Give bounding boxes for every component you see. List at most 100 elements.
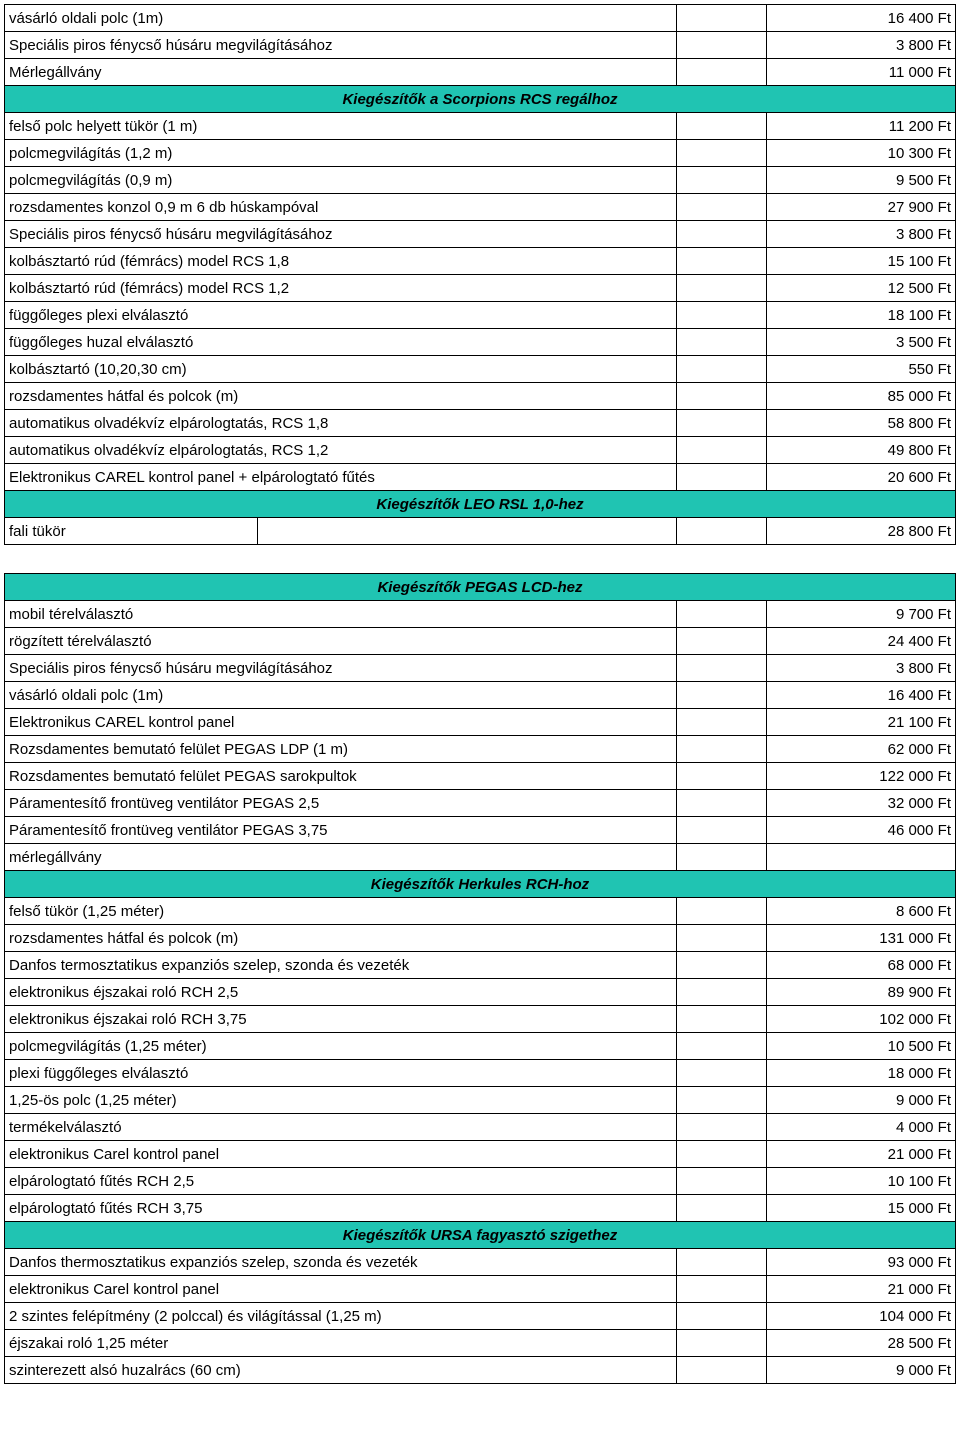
item-empty xyxy=(257,518,676,545)
item-mid xyxy=(677,1033,767,1060)
item-mid xyxy=(677,1087,767,1114)
table-row: Rozsdamentes bemutató felület PEGAS saro… xyxy=(5,763,956,790)
table-row: Rozsdamentes bemutató felület PEGAS LDP … xyxy=(5,736,956,763)
item-mid xyxy=(677,709,767,736)
item-label: Speciális piros fénycső húsáru megvilágí… xyxy=(5,655,677,682)
item-label: Speciális piros fénycső húsáru megvilágí… xyxy=(5,32,677,59)
section-header-row: Kiegészítők LEO RSL 1,0-hez xyxy=(5,491,956,518)
item-mid xyxy=(677,113,767,140)
item-mid xyxy=(677,194,767,221)
item-mid xyxy=(677,5,767,32)
item-price: 21 100 Ft xyxy=(767,709,956,736)
item-mid xyxy=(677,140,767,167)
item-price: 4 000 Ft xyxy=(767,1114,956,1141)
section-header: Kiegészítők URSA fagyasztó szigethez xyxy=(5,1222,956,1249)
table-row: polcmegvilágítás (1,25 méter)10 500 Ft xyxy=(5,1033,956,1060)
item-mid xyxy=(677,32,767,59)
item-price: 85 000 Ft xyxy=(767,383,956,410)
item-label: 2 szintes felépítmény (2 polccal) és vil… xyxy=(5,1303,677,1330)
item-label: 1,25-ös polc (1,25 méter) xyxy=(5,1087,677,1114)
table-row: Speciális piros fénycső húsáru megvilágí… xyxy=(5,32,956,59)
table-row: kolbásztartó rúd (fémrács) model RCS 1,8… xyxy=(5,248,956,275)
item-mid xyxy=(677,898,767,925)
item-label: rozsdamentes hátfal és polcok (m) xyxy=(5,383,677,410)
item-mid xyxy=(677,655,767,682)
table-row: Danfos thermosztatikus expanziós szelep,… xyxy=(5,1249,956,1276)
table-row: polcmegvilágítás (1,2 m) 10 300 Ft xyxy=(5,140,956,167)
item-price: 21 000 Ft xyxy=(767,1276,956,1303)
item-price: 16 400 Ft xyxy=(767,5,956,32)
item-label: vásárló oldali polc (1m) xyxy=(5,682,677,709)
item-label: Mérlegállvány xyxy=(5,59,677,86)
table-row: 2 szintes felépítmény (2 polccal) és vil… xyxy=(5,1303,956,1330)
table-row: fali tükör28 800 Ft xyxy=(5,518,956,545)
item-price: 10 500 Ft xyxy=(767,1033,956,1060)
item-price: 18 100 Ft xyxy=(767,302,956,329)
table-row: vásárló oldali polc (1m)16 400 Ft xyxy=(5,5,956,32)
table-row: elektronikus éjszakai roló RCH 3,75 102 0… xyxy=(5,1006,956,1033)
item-mid xyxy=(677,167,767,194)
item-price: 58 800 Ft xyxy=(767,410,956,437)
item-price: 131 000 Ft xyxy=(767,925,956,952)
section-header-row: Kiegészítők URSA fagyasztó szigethez xyxy=(5,1222,956,1249)
item-mid xyxy=(677,1006,767,1033)
item-label: Speciális piros fénycső húsáru megvilágí… xyxy=(5,221,677,248)
item-mid xyxy=(677,464,767,491)
item-price: 49 800 Ft xyxy=(767,437,956,464)
table-row: rögzített térelválasztó24 400 Ft xyxy=(5,628,956,655)
table-row: Páramentesítő frontüveg ventilátor PEGAS… xyxy=(5,790,956,817)
item-label: felső polc helyett tükör (1 m) xyxy=(5,113,677,140)
item-mid xyxy=(677,925,767,952)
item-label: elpárologtató fűtés RCH 3,75 xyxy=(5,1195,677,1222)
item-price: 28 800 Ft xyxy=(767,518,956,545)
item-label: mérlegállvány xyxy=(5,844,677,871)
item-mid xyxy=(677,1114,767,1141)
item-price: 102 000 Ft xyxy=(767,1006,956,1033)
item-label: polcmegvilágítás (1,2 m) xyxy=(5,140,677,167)
table-row: polcmegvilágítás (0,9 m)9 500 Ft xyxy=(5,167,956,194)
item-mid xyxy=(677,628,767,655)
item-label: elpárologtató fűtés RCH 2,5 xyxy=(5,1168,677,1195)
table-row: rozsdamentes konzol 0,9 m 6 db húskampóv… xyxy=(5,194,956,221)
item-price: 46 000 Ft xyxy=(767,817,956,844)
item-mid xyxy=(677,356,767,383)
item-price: 10 300 Ft xyxy=(767,140,956,167)
table-row: automatikus olvadékvíz elpárologtatás, R… xyxy=(5,437,956,464)
table-row: mérlegállvány xyxy=(5,844,956,871)
item-mid xyxy=(677,736,767,763)
item-label: automatikus olvadékvíz elpárologtatás, R… xyxy=(5,410,677,437)
item-price: 10 100 Ft xyxy=(767,1168,956,1195)
item-label: rozsdamentes konzol 0,9 m 6 db húskampóv… xyxy=(5,194,677,221)
item-label: kolbásztartó rúd (fémrács) model RCS 1,2 xyxy=(5,275,677,302)
item-mid xyxy=(677,1060,767,1087)
item-price: 8 600 Ft xyxy=(767,898,956,925)
item-label: függőleges plexi elválasztó xyxy=(5,302,677,329)
item-price: 24 400 Ft xyxy=(767,628,956,655)
item-label: kolbásztartó rúd (fémrács) model RCS 1,8 xyxy=(5,248,677,275)
table-row: függőleges plexi elválasztó 18 100 Ft xyxy=(5,302,956,329)
item-mid xyxy=(677,1168,767,1195)
item-label: termékelválasztó xyxy=(5,1114,677,1141)
item-mid xyxy=(677,601,767,628)
price-table-2: Kiegészítők PEGAS LCD-hezmobil térelvála… xyxy=(4,573,956,1384)
item-label: elektronikus éjszakai roló RCH 3,75 xyxy=(5,1006,677,1033)
item-mid xyxy=(677,817,767,844)
item-price: 16 400 Ft xyxy=(767,682,956,709)
item-price: 20 600 Ft xyxy=(767,464,956,491)
section-header-row: Kiegészítők a Scorpions RCS regálhoz xyxy=(5,86,956,113)
item-mid xyxy=(677,979,767,1006)
table-row: 1,25-ös polc (1,25 méter)9 000 Ft xyxy=(5,1087,956,1114)
table-row: Elektronikus CAREL kontrol panel + elpár… xyxy=(5,464,956,491)
item-label: plexi függőleges elválasztó xyxy=(5,1060,677,1087)
table-row: termékelválasztó 4 000 Ft xyxy=(5,1114,956,1141)
item-mid xyxy=(677,410,767,437)
item-mid xyxy=(677,302,767,329)
item-price: 62 000 Ft xyxy=(767,736,956,763)
item-label: Elektronikus CAREL kontrol panel + elpár… xyxy=(5,464,677,491)
table-row: Danfos termosztatikus expanziós szelep, … xyxy=(5,952,956,979)
item-price: 93 000 Ft xyxy=(767,1249,956,1276)
item-label: Danfos thermosztatikus expanziós szelep,… xyxy=(5,1249,677,1276)
table-row: szinterezett alsó huzalrács (60 cm)9 000… xyxy=(5,1357,956,1384)
section-header-row: Kiegészítők Herkules RCH-hoz xyxy=(5,871,956,898)
item-price: 15 100 Ft xyxy=(767,248,956,275)
